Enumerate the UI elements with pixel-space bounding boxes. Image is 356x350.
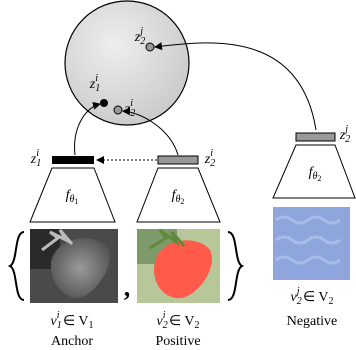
math-subsub: 2: [317, 174, 321, 183]
math-label: v2i ∈ V2: [156, 310, 199, 331]
brace: [228, 232, 242, 300]
math-sup: i: [36, 148, 39, 159]
math-sub: 1: [36, 158, 41, 169]
math-sub: 1: [95, 83, 100, 94]
caption: Positive: [155, 334, 200, 349]
math-label: z2i: [204, 148, 215, 169]
math-sup: i: [210, 148, 213, 159]
caption: Anchor: [51, 334, 93, 349]
math-subsub: 1: [74, 197, 78, 206]
math-sub: 2: [140, 36, 145, 47]
math-sub: 2: [130, 108, 135, 119]
math-label: v1i ∈ V1: [50, 310, 93, 331]
math-sup: i: [130, 98, 133, 109]
math-rest-sub: 2: [329, 296, 334, 307]
math-rest-sub: 2: [195, 320, 200, 331]
positive-point: [114, 106, 122, 114]
diagram: , Anchor Positive Negative z1iz2iz2jz1if…: [0, 0, 356, 350]
anchor-embedding: [52, 156, 94, 164]
anchor-point: [100, 99, 108, 107]
math-sup: i: [95, 73, 98, 84]
comma: ,: [124, 273, 131, 302]
math-rest: ∈ V: [59, 314, 88, 329]
negative-image: [273, 207, 350, 280]
math-rest: ∈ V: [165, 314, 194, 329]
math-sub: 2: [345, 134, 350, 145]
math-rest: ∈ V: [299, 290, 328, 305]
math-label: z1i: [30, 148, 41, 169]
math-label: v2j ∈ V2: [290, 286, 333, 307]
math-rest-sub: 1: [89, 320, 94, 331]
caption: Negative: [287, 314, 338, 329]
math-sub: 2: [210, 158, 215, 169]
anchor-image: [30, 229, 118, 303]
positive-image: [137, 229, 220, 303]
negative-embedding: [296, 133, 335, 141]
math-label: z2j: [339, 124, 350, 145]
math-subsub: 2: [180, 197, 184, 206]
negative-point: [146, 43, 154, 51]
brace: [10, 232, 24, 300]
positive-embedding: [158, 156, 198, 164]
